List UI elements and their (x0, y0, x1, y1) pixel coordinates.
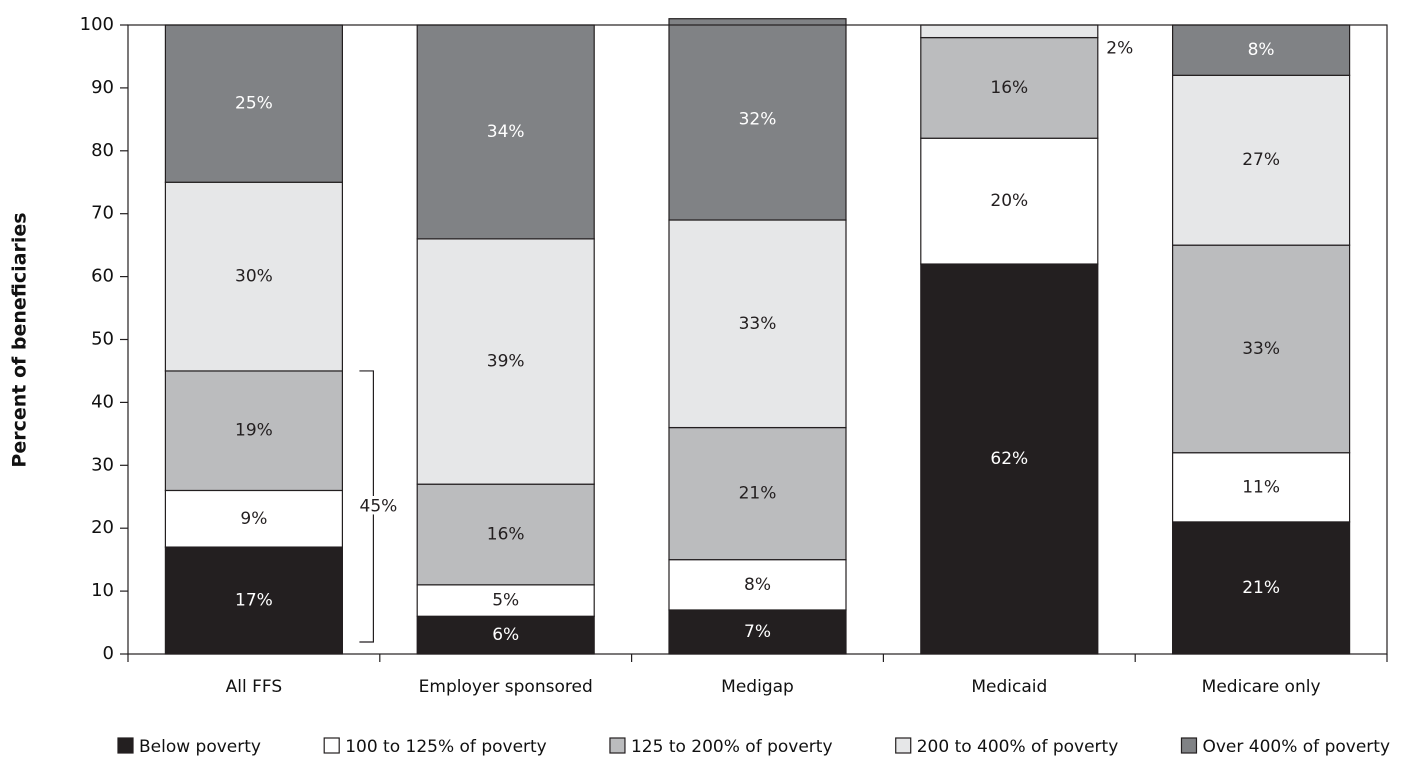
data-label: 25% (235, 94, 273, 114)
legend-swatch (609, 737, 626, 754)
axes-group: 0 10 20 30 40 50 60 70 80 90 100 All FFS Employer sp… (80, 14, 1388, 697)
legend-swatch (117, 737, 134, 754)
x-category-label: Medicaid (971, 677, 1047, 697)
y-tick-label: 60 (91, 266, 114, 287)
bar-segment (668, 609, 847, 655)
bar-segment (416, 615, 595, 655)
legend-item: 200 to 400% of poverty (895, 737, 1119, 757)
data-label: 17% (235, 591, 273, 611)
data-label: 2% (1106, 38, 1133, 58)
bar-segment (1171, 24, 1351, 76)
y-tick-label: 70 (91, 203, 114, 224)
bar-segment (920, 137, 1099, 265)
bar-segment (1171, 452, 1351, 523)
bars-group: 17% 9% 19% 30% 25% 6% 5% 16% 39% 34% 7% 8% 21% 33% 32%… (164, 18, 1351, 655)
y-tick-label: 90 (91, 77, 114, 98)
data-label: 30% (235, 267, 273, 287)
data-label: 21% (1242, 578, 1280, 598)
data-label: 6% (492, 625, 519, 645)
x-category-label: Employer sponsored (419, 677, 593, 697)
data-label: 16% (487, 524, 525, 544)
legend-label: 200 to 400% of poverty (917, 737, 1119, 757)
y-tick-label: 40 (91, 391, 114, 412)
data-label: 32% (739, 109, 777, 129)
bar-segment (920, 263, 1099, 655)
data-label: 33% (739, 314, 777, 334)
data-label: 20% (990, 191, 1028, 211)
bracket-label: 45% (360, 496, 398, 516)
y-tick-label: 30 (91, 454, 114, 475)
bar-segment (416, 24, 595, 240)
data-label: 62% (990, 449, 1028, 469)
data-label: 11% (1242, 477, 1280, 497)
bar-segment (416, 584, 595, 617)
data-label: 21% (739, 484, 777, 504)
data-label: 9% (240, 509, 267, 529)
bar-segment (416, 238, 595, 485)
y-tick-label: 50 (91, 329, 114, 350)
bar-segment (1171, 244, 1351, 454)
data-label: 8% (744, 575, 771, 595)
legend-label: Below poverty (139, 737, 261, 757)
bar-segment (164, 489, 343, 548)
data-label: 8% (1248, 40, 1275, 60)
x-category-label: Medigap (721, 677, 794, 697)
y-tick-label: 0 (103, 643, 114, 664)
bar-segment (164, 546, 343, 655)
y-tick-label: 80 (91, 140, 114, 161)
y-tick-label: 20 (91, 517, 114, 538)
x-category-label: Medicare only (1202, 677, 1321, 697)
data-label: 5% (492, 591, 519, 611)
legend-label: 100 to 125% of poverty (345, 737, 547, 757)
bar-segment (668, 559, 847, 611)
bar-segment (164, 181, 343, 372)
y-axis-label: Percent of beneficiaries (9, 212, 31, 467)
legend-label: Over 400% of poverty (1202, 737, 1390, 757)
x-category-label: All FFS (226, 677, 283, 697)
y-tick-label: 100 (80, 14, 114, 35)
data-label: 34% (487, 122, 525, 142)
legend-label: 125 to 200% of poverty (631, 737, 833, 757)
bar-segment (416, 483, 595, 586)
legend-item: Below poverty (117, 737, 261, 757)
bar-segment (164, 24, 343, 183)
legend-item: 100 to 125% of poverty (323, 737, 547, 757)
data-label: 16% (990, 78, 1028, 98)
bar-segment (920, 36, 1099, 139)
legend: Below poverty 100 to 125% of poverty 125 t… (117, 737, 1390, 757)
bar-segment (920, 24, 1099, 39)
data-label: 39% (487, 352, 525, 372)
annotations-group: 45% (357, 370, 400, 643)
legend-item: 125 to 200% of poverty (609, 737, 833, 757)
y-tick-label: 10 (91, 580, 114, 601)
legend-swatch (323, 737, 340, 754)
data-label: 19% (235, 421, 273, 441)
legend-swatch (1180, 737, 1198, 754)
data-label: 27% (1242, 150, 1280, 170)
bar-segment (668, 426, 847, 561)
bracket-line (359, 370, 374, 643)
data-label: 7% (744, 622, 771, 642)
bar-segment (1171, 521, 1351, 655)
legend-item: Over 400% of poverty (1180, 737, 1390, 757)
data-label: 33% (1242, 339, 1280, 359)
bar-segment (668, 18, 847, 221)
legend-swatch (895, 737, 912, 754)
